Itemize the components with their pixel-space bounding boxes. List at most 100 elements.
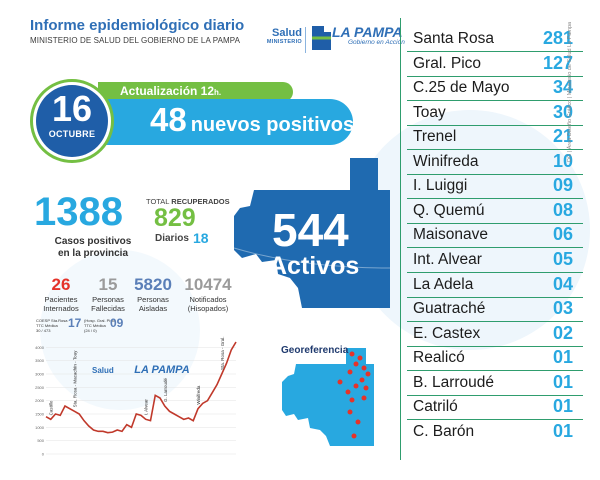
list-separator [407,247,583,249]
locality-count: 09 [552,175,573,196]
locality-name: Trenel [413,128,457,146]
list-item: Q. Quemú 08 [407,199,587,223]
list-item: Guatraché 03 [407,297,587,321]
la-pampa-logo-text: LA PAMPA [332,24,403,40]
ministerio-logo-text: MINISTERIO [266,39,302,45]
date-month: OCTUBRE [48,129,96,139]
daily-recovered-label: Diarios [155,233,189,244]
chart-tick-label: 500 [37,438,44,443]
list-separator [407,419,583,421]
stat-label-2: Fallecidas [91,304,125,313]
locality-count: 10 [552,150,573,171]
list-separator [407,51,583,52]
stat-value: 10474 [184,275,232,294]
locality-name: Winifreda [413,152,479,170]
list-item: Toay 30 [407,101,587,125]
locality-name: La Adela [413,275,474,293]
chart-note-right: (Hosp. Gral. Pico) TTC Médica (24 / 0) [84,318,116,333]
list-item: C. Barón 01 [407,420,587,444]
list-item: Int. Alvear 05 [407,248,587,272]
list-item: Maisonave 06 [407,223,587,247]
chart-logo-salud: Salud [92,366,114,375]
locality-count: 01 [552,371,573,392]
active-cases-value: 544 [272,204,349,256]
update-banner [98,82,293,102]
new-positives-banner [78,99,353,145]
locality-count: 01 [552,420,573,441]
list-separator [407,321,583,323]
chart-tick-label: 3500 [35,358,45,363]
new-positives-value: 48 [150,101,187,138]
cases-chart: 0 500 1000 1500 2000 2500 3000 3500 4000 Castillo… [30,326,242,458]
chart-logo: Salud LA PAMPA [92,360,192,378]
chart-note-left-value: 17 [68,316,82,330]
chart-annotation: Winifreda [196,385,201,405]
page-title: Informe epidemiológico diario [30,17,245,34]
list-item: La Adela 04 [407,273,587,297]
locality-count: 21 [552,126,573,147]
case-markers [337,351,371,439]
locality-name: Toay [413,103,446,121]
list-item: Winifreda 10 [407,150,587,174]
locality-count: 01 [552,347,573,368]
list-separator [407,271,583,273]
stat-label-2: Aisladas [138,304,168,313]
chart-note-left: COESP Sta.Rosa TTC Médica 30 / 473 [36,318,68,333]
stat-isolated: 5820 Personas Aisladas [130,275,176,313]
locality-name: Realicó [413,349,465,367]
list-separator [407,100,583,102]
stat-label-2: Internados [43,304,79,313]
recovered-label-text: RECUPERADOS [171,197,230,206]
locality-count: 34 [552,77,573,98]
locality-count: 281 [542,28,573,48]
chart-tick-label: 3000 [35,372,45,377]
locality-name: Gral. Pico [413,54,482,72]
recovered-label: TOTAL RECUPERADOS [146,197,230,206]
locality-name: Catriló [413,398,458,416]
recovered-value: 829 [154,204,196,232]
locality-name: Maisonave [413,226,488,244]
list-item: Santa Rosa 281 [407,27,587,51]
chart-note-right-1: (Hosp. Gral. Pico) [84,318,116,323]
chart-note-left-3: 30 / 473 [36,328,51,333]
locality-name: B. Larroudé [413,373,494,391]
cases-chart-svg: 0 500 1000 1500 2000 2500 3000 3500 4000 Castillo… [35,326,237,457]
chart-note-right-3: (24 / 0) [84,328,97,333]
chart-tick-label: 4000 [35,345,45,350]
locality-count: 127 [542,52,573,73]
list-separator [407,370,583,372]
chart-annotation: Castillo [49,400,54,415]
logo-divider [305,27,306,53]
chart-logo-province: LA PAMPA [134,364,190,376]
list-divider [400,18,401,460]
list-item: Realicó 01 [407,346,587,370]
locality-count: 06 [552,224,573,245]
update-text: Actualización 12h. [120,84,221,98]
list-separator [407,149,583,151]
list-item: I. Luiggi 09 [407,174,587,198]
chart-tick-label: 1000 [35,425,45,430]
chart-series-line [45,341,237,434]
update-unit: h. [214,88,222,97]
la-pampa-logo: LA PAMPA Gobierno en Acción [332,25,405,46]
date-badge: 16 OCTUBRE [36,85,108,157]
locality-name: Guatraché [413,300,486,318]
list-separator [407,394,583,396]
locality-count: 05 [552,248,573,269]
salud-logo: Salud MINISTERIO [258,28,302,46]
new-positives: 48 nuevos positivos [150,101,354,139]
locality-name: Int. Alvear [413,250,482,268]
date-day: 16 [51,88,93,129]
la-pampa-map-icon [312,26,331,50]
locality-name: E. Castex [413,324,481,342]
georeference-label: Georeferencia [281,345,349,356]
total-cases-value: 1388 [34,190,123,234]
chart-note-left-1: COESP Sta.Rosa [36,318,68,323]
locality-name: C.25 de Mayo [413,79,510,97]
stat-label-2: (Hisopados) [187,304,229,313]
list-separator [407,173,583,175]
list-item: B. Larroudé 01 [407,371,587,395]
locality-count: 02 [552,322,573,343]
list-item: C.25 de Mayo 34 [407,76,587,100]
